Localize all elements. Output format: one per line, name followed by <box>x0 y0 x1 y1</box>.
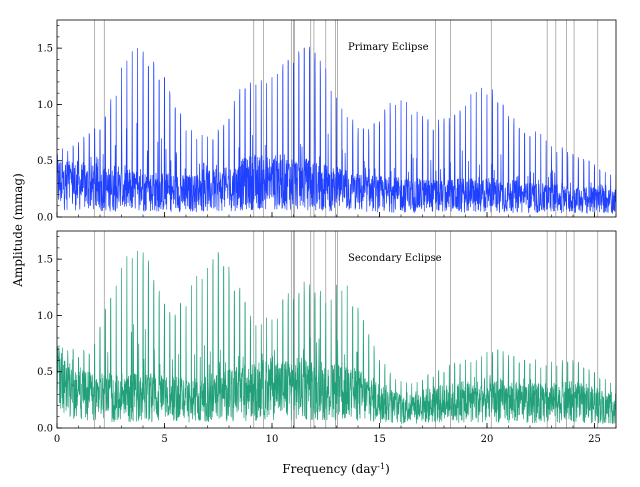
x-tick-label: 20 <box>481 434 494 445</box>
y-tick-label: 1.0 <box>37 311 53 322</box>
x-tick-label: 0 <box>54 434 60 445</box>
x-tick-label: 15 <box>373 434 386 445</box>
y-tick-label: 1.5 <box>37 44 53 55</box>
y-tick-label: 1.0 <box>37 100 53 111</box>
y-tick-label: 0.0 <box>37 424 53 435</box>
y-tick-label: 0.5 <box>37 367 53 378</box>
panel-primary: 0.0 0.5 1.0 1.5 Primary Eclipse <box>37 19 617 224</box>
x-tick-label: 25 <box>588 434 601 445</box>
y-tick-label: 1.5 <box>37 255 53 266</box>
panel-title: Primary Eclipse <box>348 42 429 53</box>
spectrum-series <box>57 251 616 425</box>
spectrum-series <box>57 46 616 214</box>
panel-secondary: 0.0 0.5 1.0 1.5 0 5 10 15 20 25 Secondary Eclipse <box>37 230 617 445</box>
x-axis-title-main: Frequency (day <box>282 462 377 476</box>
x-axis-title-sup: -1 <box>377 462 385 471</box>
y-tick-label: 0.0 <box>37 213 53 224</box>
x-axis-title: Frequency (day-1) <box>282 462 390 477</box>
y-tick-label: 0.5 <box>37 156 53 167</box>
x-axis-title-end: ) <box>385 462 390 476</box>
y-axis-title: Amplitude (mmag) <box>11 173 25 288</box>
x-tick-label: 10 <box>266 434 279 445</box>
panel-title: Secondary Eclipse <box>348 253 442 264</box>
x-tick-label: 5 <box>161 434 167 445</box>
